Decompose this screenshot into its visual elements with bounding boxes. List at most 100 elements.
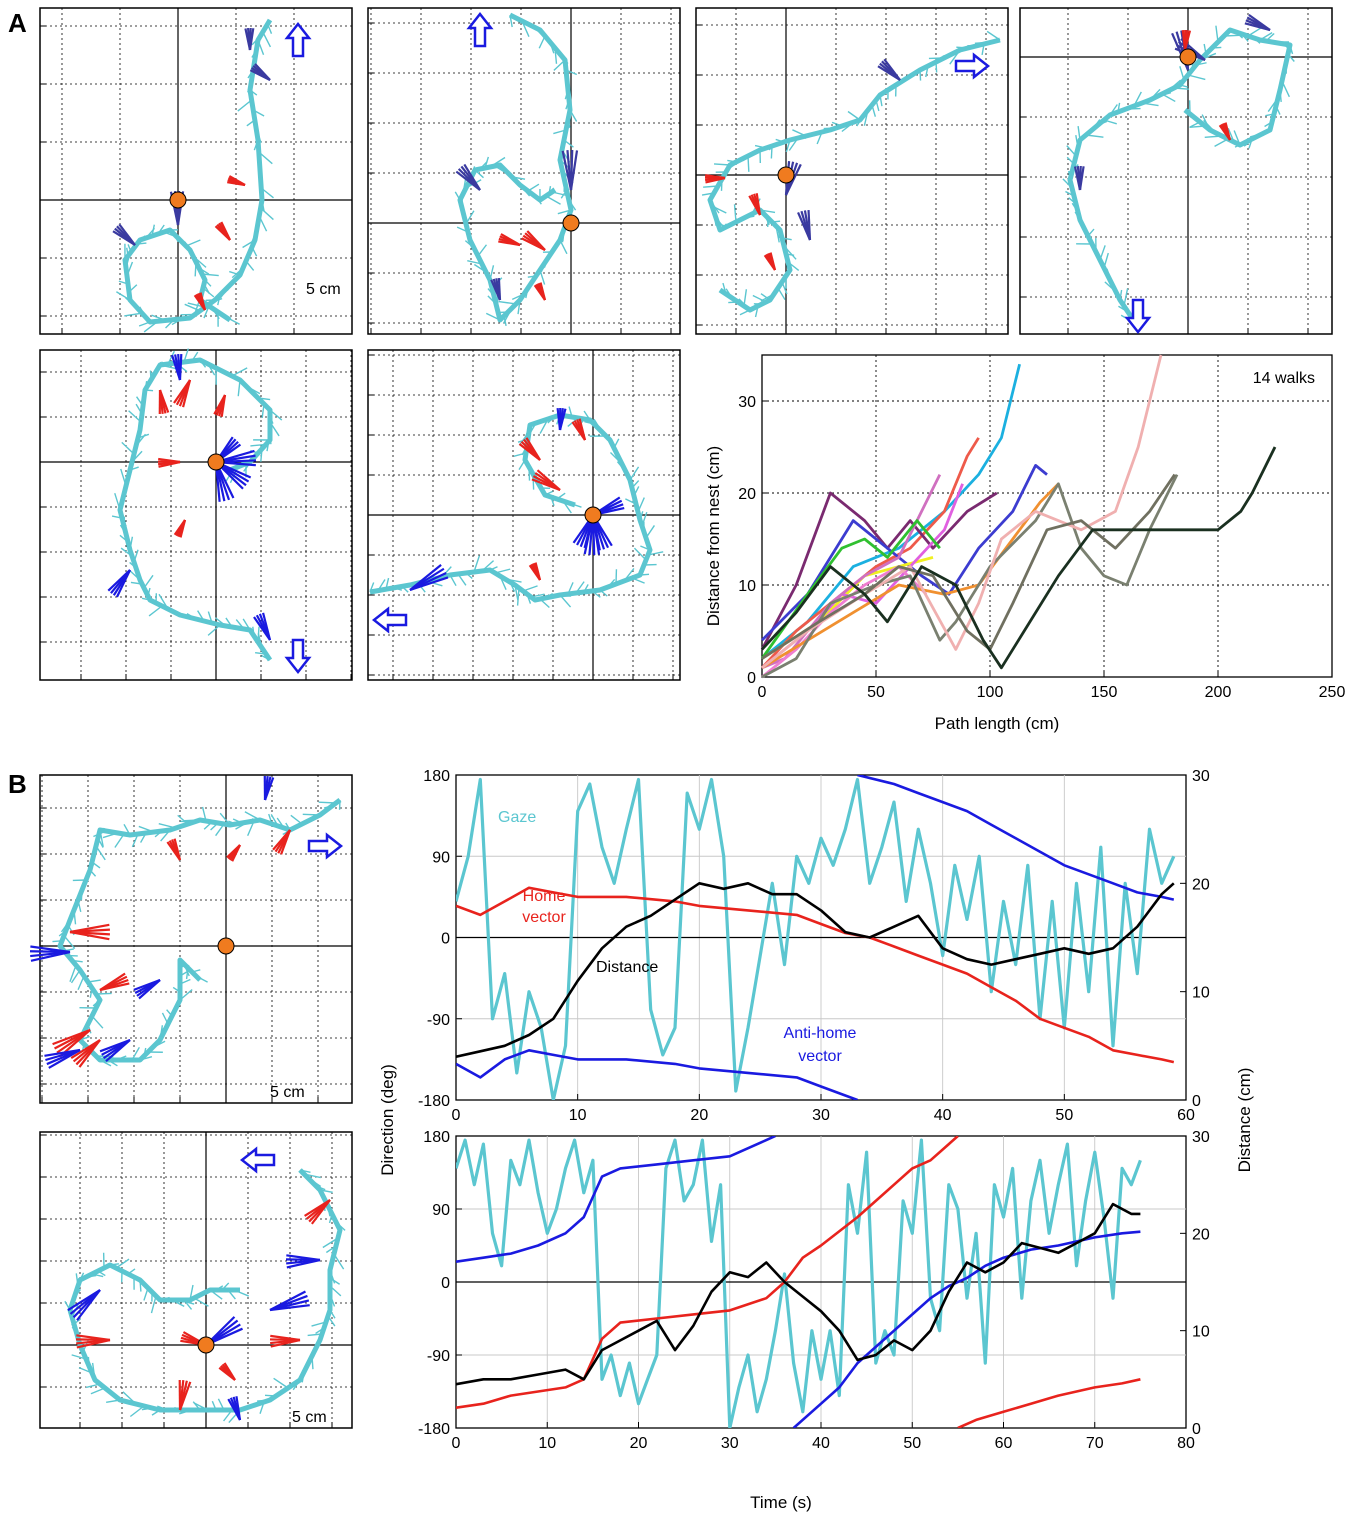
anti-home-vector-arrow — [269, 1304, 310, 1312]
series-line — [761, 363, 1021, 660]
gaze-sample — [743, 289, 748, 307]
home-vector-arrow — [525, 437, 541, 461]
x-tick-label: 20 — [690, 1107, 708, 1124]
x-tick-label: 0 — [452, 1107, 461, 1124]
y-tick-label: 0 — [747, 670, 756, 687]
home-vector-arrow — [178, 1381, 192, 1411]
x-tick-label: 250 — [1319, 684, 1346, 701]
home-vector-arrow — [534, 562, 542, 581]
anti-home-vector-arrow — [263, 777, 275, 801]
walk-path — [122, 18, 273, 325]
x-tick-label: 0 — [452, 1435, 461, 1452]
home-vector-arrow — [272, 829, 291, 851]
x-tick-label: 200 — [1205, 684, 1232, 701]
anti-home-label: vector — [798, 1048, 842, 1065]
gaze-label: Gaze — [498, 809, 536, 826]
x-tick-label: 150 — [1091, 684, 1118, 701]
anti-home-vector-arrow — [286, 1254, 321, 1262]
home-vector-arrow — [769, 252, 777, 271]
home-vector-arrow — [270, 1334, 301, 1342]
direction-chart-top: 0 10 20 30 40 50 60 -180 -90 0 90 180 0 10 20 30 Gaze Hom… — [418, 768, 1210, 1124]
home-vector-arrow — [76, 1334, 111, 1342]
x-tick-label: 60 — [995, 1435, 1013, 1452]
y-tick-label: 90 — [432, 1202, 450, 1219]
series-line — [760, 519, 941, 660]
series-line — [456, 1136, 776, 1263]
trajectory-map — [367, 349, 681, 681]
nest-marker — [197, 1336, 215, 1354]
exit-direction-arrow — [1124, 298, 1152, 335]
series-line — [456, 777, 1176, 1100]
anti-home-vector-arrow — [44, 1048, 81, 1057]
y-tick-label: -180 — [418, 1093, 450, 1110]
x-tick-label: 0 — [758, 684, 767, 701]
x-tick-label: 50 — [1055, 1107, 1073, 1124]
walk-path — [457, 12, 574, 323]
home-vector-arrow — [173, 838, 182, 861]
y-right-tick-label: 30 — [1192, 1129, 1210, 1146]
anti-home-vector-arrow — [262, 612, 272, 641]
series-line — [761, 464, 1048, 642]
home-vector-arrow — [1183, 30, 1192, 51]
home-vector-arrow — [755, 193, 762, 216]
anti-home-vector-arrow — [248, 28, 255, 51]
distance-label: Distance — [596, 959, 658, 976]
x-tick-label: 40 — [812, 1435, 830, 1452]
y-right-tick-label: 0 — [1192, 1421, 1201, 1438]
home-vector-arrow — [578, 418, 587, 441]
gaze-sample — [69, 964, 77, 982]
anti-home-vector-arrow — [99, 1038, 131, 1053]
y-axis-label: Direction (deg) — [378, 1064, 397, 1176]
y-tick-label: 30 — [738, 394, 756, 411]
x-tick-label: 70 — [1086, 1435, 1104, 1452]
home-vector-arrow — [500, 233, 521, 246]
map-frame — [39, 774, 353, 1104]
exit-direction-arrow — [371, 606, 408, 634]
nest-marker — [217, 937, 235, 955]
direction-chart-bottom: 0 10 20 30 40 50 60 70 80 -180 -90 0 90 180 0 10 20 30 Tim… — [418, 1129, 1210, 1512]
home-vector-arrow — [220, 221, 231, 241]
home-vector-arrow — [52, 1028, 91, 1046]
exit-direction-arrow — [284, 21, 312, 58]
y-tick-label: 0 — [441, 1275, 450, 1292]
series-line — [456, 882, 1175, 1058]
series-line — [857, 775, 1175, 901]
distance-vs-path-chart: 0 50 100 150 200 250 0 10 20 30 14 walks Path lengt… — [704, 354, 1346, 733]
scale-bar-label: 5 cm — [306, 281, 341, 298]
map-frame — [39, 7, 353, 335]
anti-home-vector-arrow — [1248, 13, 1271, 31]
exit-direction-arrow — [307, 832, 344, 860]
gaze-sample — [91, 1015, 104, 1029]
x-tick-label: 10 — [538, 1435, 556, 1452]
y-tick-label: 0 — [441, 931, 450, 948]
series-line — [456, 1049, 858, 1100]
y-tick-label: 90 — [432, 849, 450, 866]
panel-label-a: A — [8, 8, 27, 38]
y-tick-label: -90 — [427, 1012, 450, 1029]
anti-home-label: Anti-home — [784, 1025, 857, 1042]
gaze-sample — [273, 1377, 289, 1389]
scale-bar-label: 5 cm — [292, 1409, 327, 1426]
anti-home-vector-arrow — [178, 353, 183, 381]
x-tick-label: 40 — [934, 1107, 952, 1124]
anti-home-vector-arrow — [107, 569, 131, 592]
nest-marker — [207, 453, 225, 471]
home-vector-arrow — [226, 844, 241, 859]
anti-home-vector-arrow — [254, 63, 271, 81]
anti-home-vector-arrow — [807, 209, 812, 241]
walk-path — [1067, 27, 1293, 332]
anti-home-vector-arrow — [463, 163, 481, 191]
series-line — [456, 1202, 1141, 1386]
home-vector-arrow — [213, 394, 226, 415]
home-vector-arrow — [223, 1362, 236, 1381]
anti-home-vector-arrow — [67, 1289, 101, 1312]
home-vector-arrow — [526, 230, 546, 251]
walk-path — [57, 798, 342, 1063]
y-tick-label: -180 — [418, 1421, 450, 1438]
nest-marker — [169, 191, 187, 209]
nest-marker — [584, 506, 602, 524]
home-vector-arrow — [199, 292, 207, 311]
x-tick-label: 10 — [569, 1107, 587, 1124]
home-vector-arrow — [69, 930, 110, 941]
nest-marker — [562, 214, 580, 232]
